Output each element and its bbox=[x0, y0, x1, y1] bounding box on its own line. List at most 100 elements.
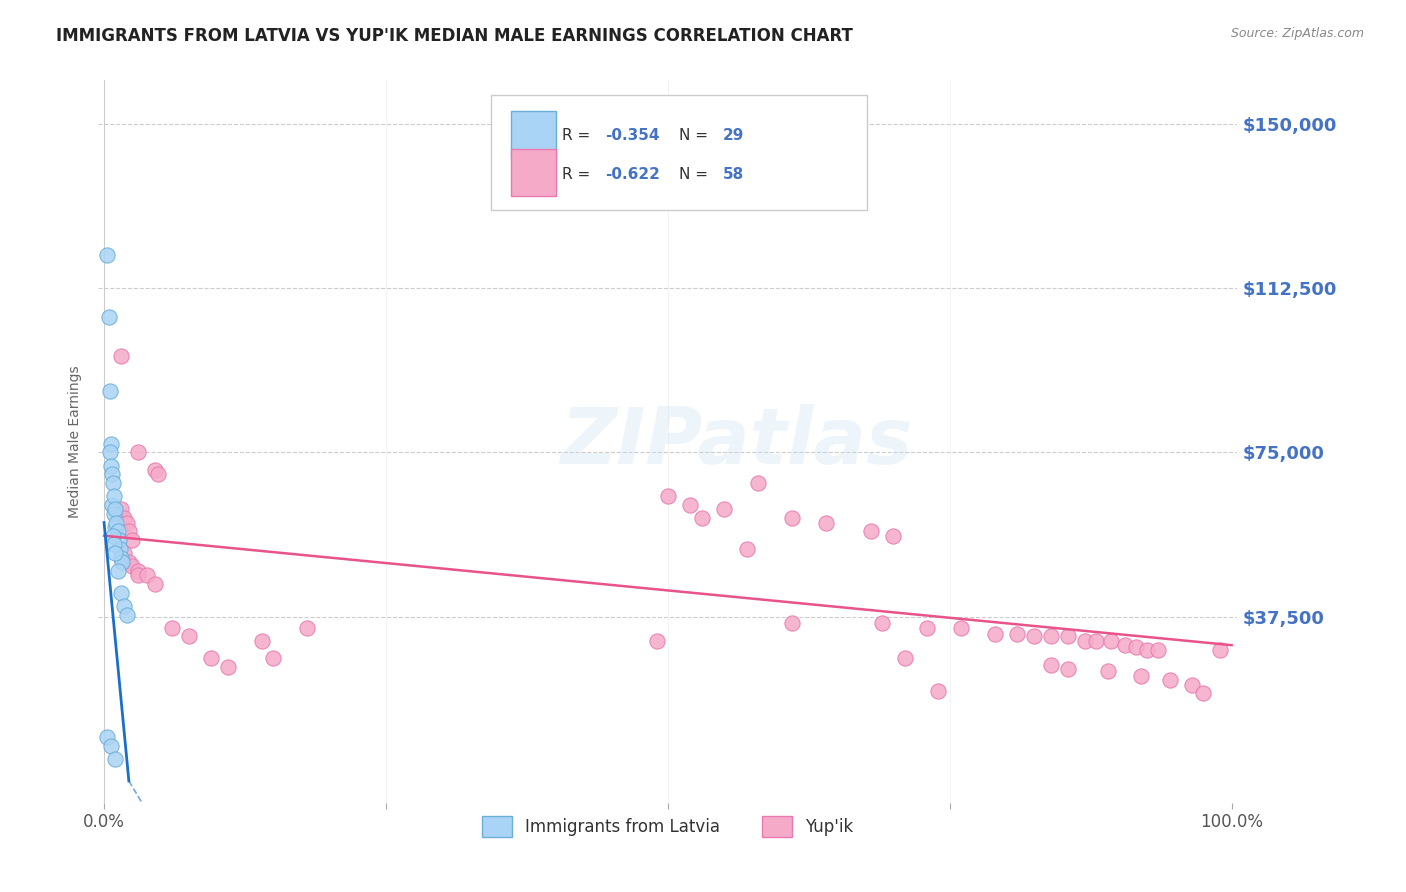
Point bbox=[104, 752, 127, 766]
Point bbox=[1057, 662, 1080, 676]
Y-axis label: Median Male Earnings: Median Male Earnings bbox=[69, 365, 83, 518]
Point bbox=[1085, 633, 1108, 648]
Point bbox=[103, 537, 125, 551]
Point bbox=[108, 541, 131, 556]
Point bbox=[1147, 642, 1170, 657]
Point bbox=[657, 489, 679, 503]
Point bbox=[690, 511, 713, 525]
Point bbox=[295, 621, 318, 635]
Point bbox=[713, 502, 735, 516]
Point bbox=[112, 511, 135, 525]
Point bbox=[927, 684, 949, 698]
Point bbox=[780, 616, 803, 631]
Point bbox=[121, 533, 143, 547]
FancyBboxPatch shape bbox=[491, 95, 868, 211]
Point bbox=[1040, 629, 1063, 643]
Point bbox=[118, 555, 141, 569]
Point bbox=[127, 564, 149, 578]
Point bbox=[915, 621, 938, 635]
Point bbox=[101, 498, 124, 512]
Point bbox=[100, 458, 122, 473]
Point bbox=[107, 533, 129, 547]
Point bbox=[110, 585, 132, 599]
Text: 29: 29 bbox=[723, 128, 744, 144]
Point bbox=[1074, 633, 1097, 648]
Point bbox=[679, 498, 702, 512]
Point bbox=[112, 546, 135, 560]
Point bbox=[100, 436, 122, 450]
Point bbox=[780, 511, 803, 525]
Point bbox=[110, 502, 132, 516]
Text: Source: ZipAtlas.com: Source: ZipAtlas.com bbox=[1230, 27, 1364, 40]
Point bbox=[104, 546, 127, 560]
Point bbox=[1125, 640, 1147, 655]
Point bbox=[100, 739, 122, 753]
Point bbox=[1159, 673, 1181, 688]
Point bbox=[112, 599, 135, 613]
Point bbox=[859, 524, 882, 539]
Point bbox=[115, 516, 138, 530]
FancyBboxPatch shape bbox=[510, 149, 557, 196]
Point bbox=[1209, 642, 1232, 657]
Point bbox=[814, 516, 837, 530]
Point bbox=[127, 568, 149, 582]
Point bbox=[1130, 669, 1153, 683]
Point bbox=[882, 529, 904, 543]
Point bbox=[250, 633, 273, 648]
Point bbox=[893, 651, 915, 665]
Point bbox=[96, 248, 118, 262]
Point bbox=[1097, 665, 1119, 679]
Point bbox=[143, 463, 166, 477]
Point bbox=[98, 445, 121, 459]
Point bbox=[984, 627, 1007, 641]
Point bbox=[135, 568, 157, 582]
Text: -0.354: -0.354 bbox=[605, 128, 659, 144]
Point bbox=[1114, 638, 1136, 652]
Point bbox=[950, 621, 973, 635]
Point bbox=[127, 445, 149, 459]
Text: N =: N = bbox=[679, 167, 713, 182]
Legend: Immigrants from Latvia, Yup'ik: Immigrants from Latvia, Yup'ik bbox=[474, 808, 862, 845]
Text: N =: N = bbox=[679, 128, 713, 144]
Point bbox=[98, 384, 121, 399]
Point bbox=[177, 629, 200, 643]
Point bbox=[105, 516, 128, 530]
Point bbox=[97, 310, 120, 324]
Point bbox=[1024, 629, 1046, 643]
Point bbox=[107, 564, 129, 578]
Point bbox=[200, 651, 222, 665]
Point bbox=[143, 577, 166, 591]
Point bbox=[96, 730, 118, 744]
Text: ZIPatlas: ZIPatlas bbox=[560, 403, 912, 480]
Text: R =: R = bbox=[562, 167, 595, 182]
Text: R =: R = bbox=[562, 128, 595, 144]
Point bbox=[1007, 627, 1029, 641]
Point bbox=[1181, 677, 1204, 691]
Text: IMMIGRANTS FROM LATVIA VS YUP'IK MEDIAN MALE EARNINGS CORRELATION CHART: IMMIGRANTS FROM LATVIA VS YUP'IK MEDIAN … bbox=[56, 27, 853, 45]
Point bbox=[1192, 686, 1215, 700]
Point bbox=[101, 467, 124, 482]
Point bbox=[118, 524, 141, 539]
Point bbox=[110, 550, 132, 565]
Point bbox=[148, 467, 170, 482]
Point bbox=[1136, 642, 1159, 657]
Point bbox=[115, 607, 138, 622]
Point bbox=[110, 349, 132, 363]
Point bbox=[101, 529, 124, 543]
Point bbox=[107, 524, 129, 539]
Point bbox=[645, 633, 668, 648]
Text: 58: 58 bbox=[723, 167, 744, 182]
Point bbox=[870, 616, 893, 631]
Point bbox=[104, 502, 127, 516]
Point bbox=[160, 621, 183, 635]
Point bbox=[111, 555, 134, 569]
Point bbox=[121, 559, 143, 574]
Point bbox=[747, 476, 769, 491]
Point bbox=[103, 507, 125, 521]
Point bbox=[1099, 633, 1122, 648]
Point bbox=[104, 520, 127, 534]
Point bbox=[217, 660, 239, 674]
Point bbox=[262, 651, 284, 665]
FancyBboxPatch shape bbox=[510, 111, 557, 158]
Point bbox=[1040, 657, 1063, 672]
